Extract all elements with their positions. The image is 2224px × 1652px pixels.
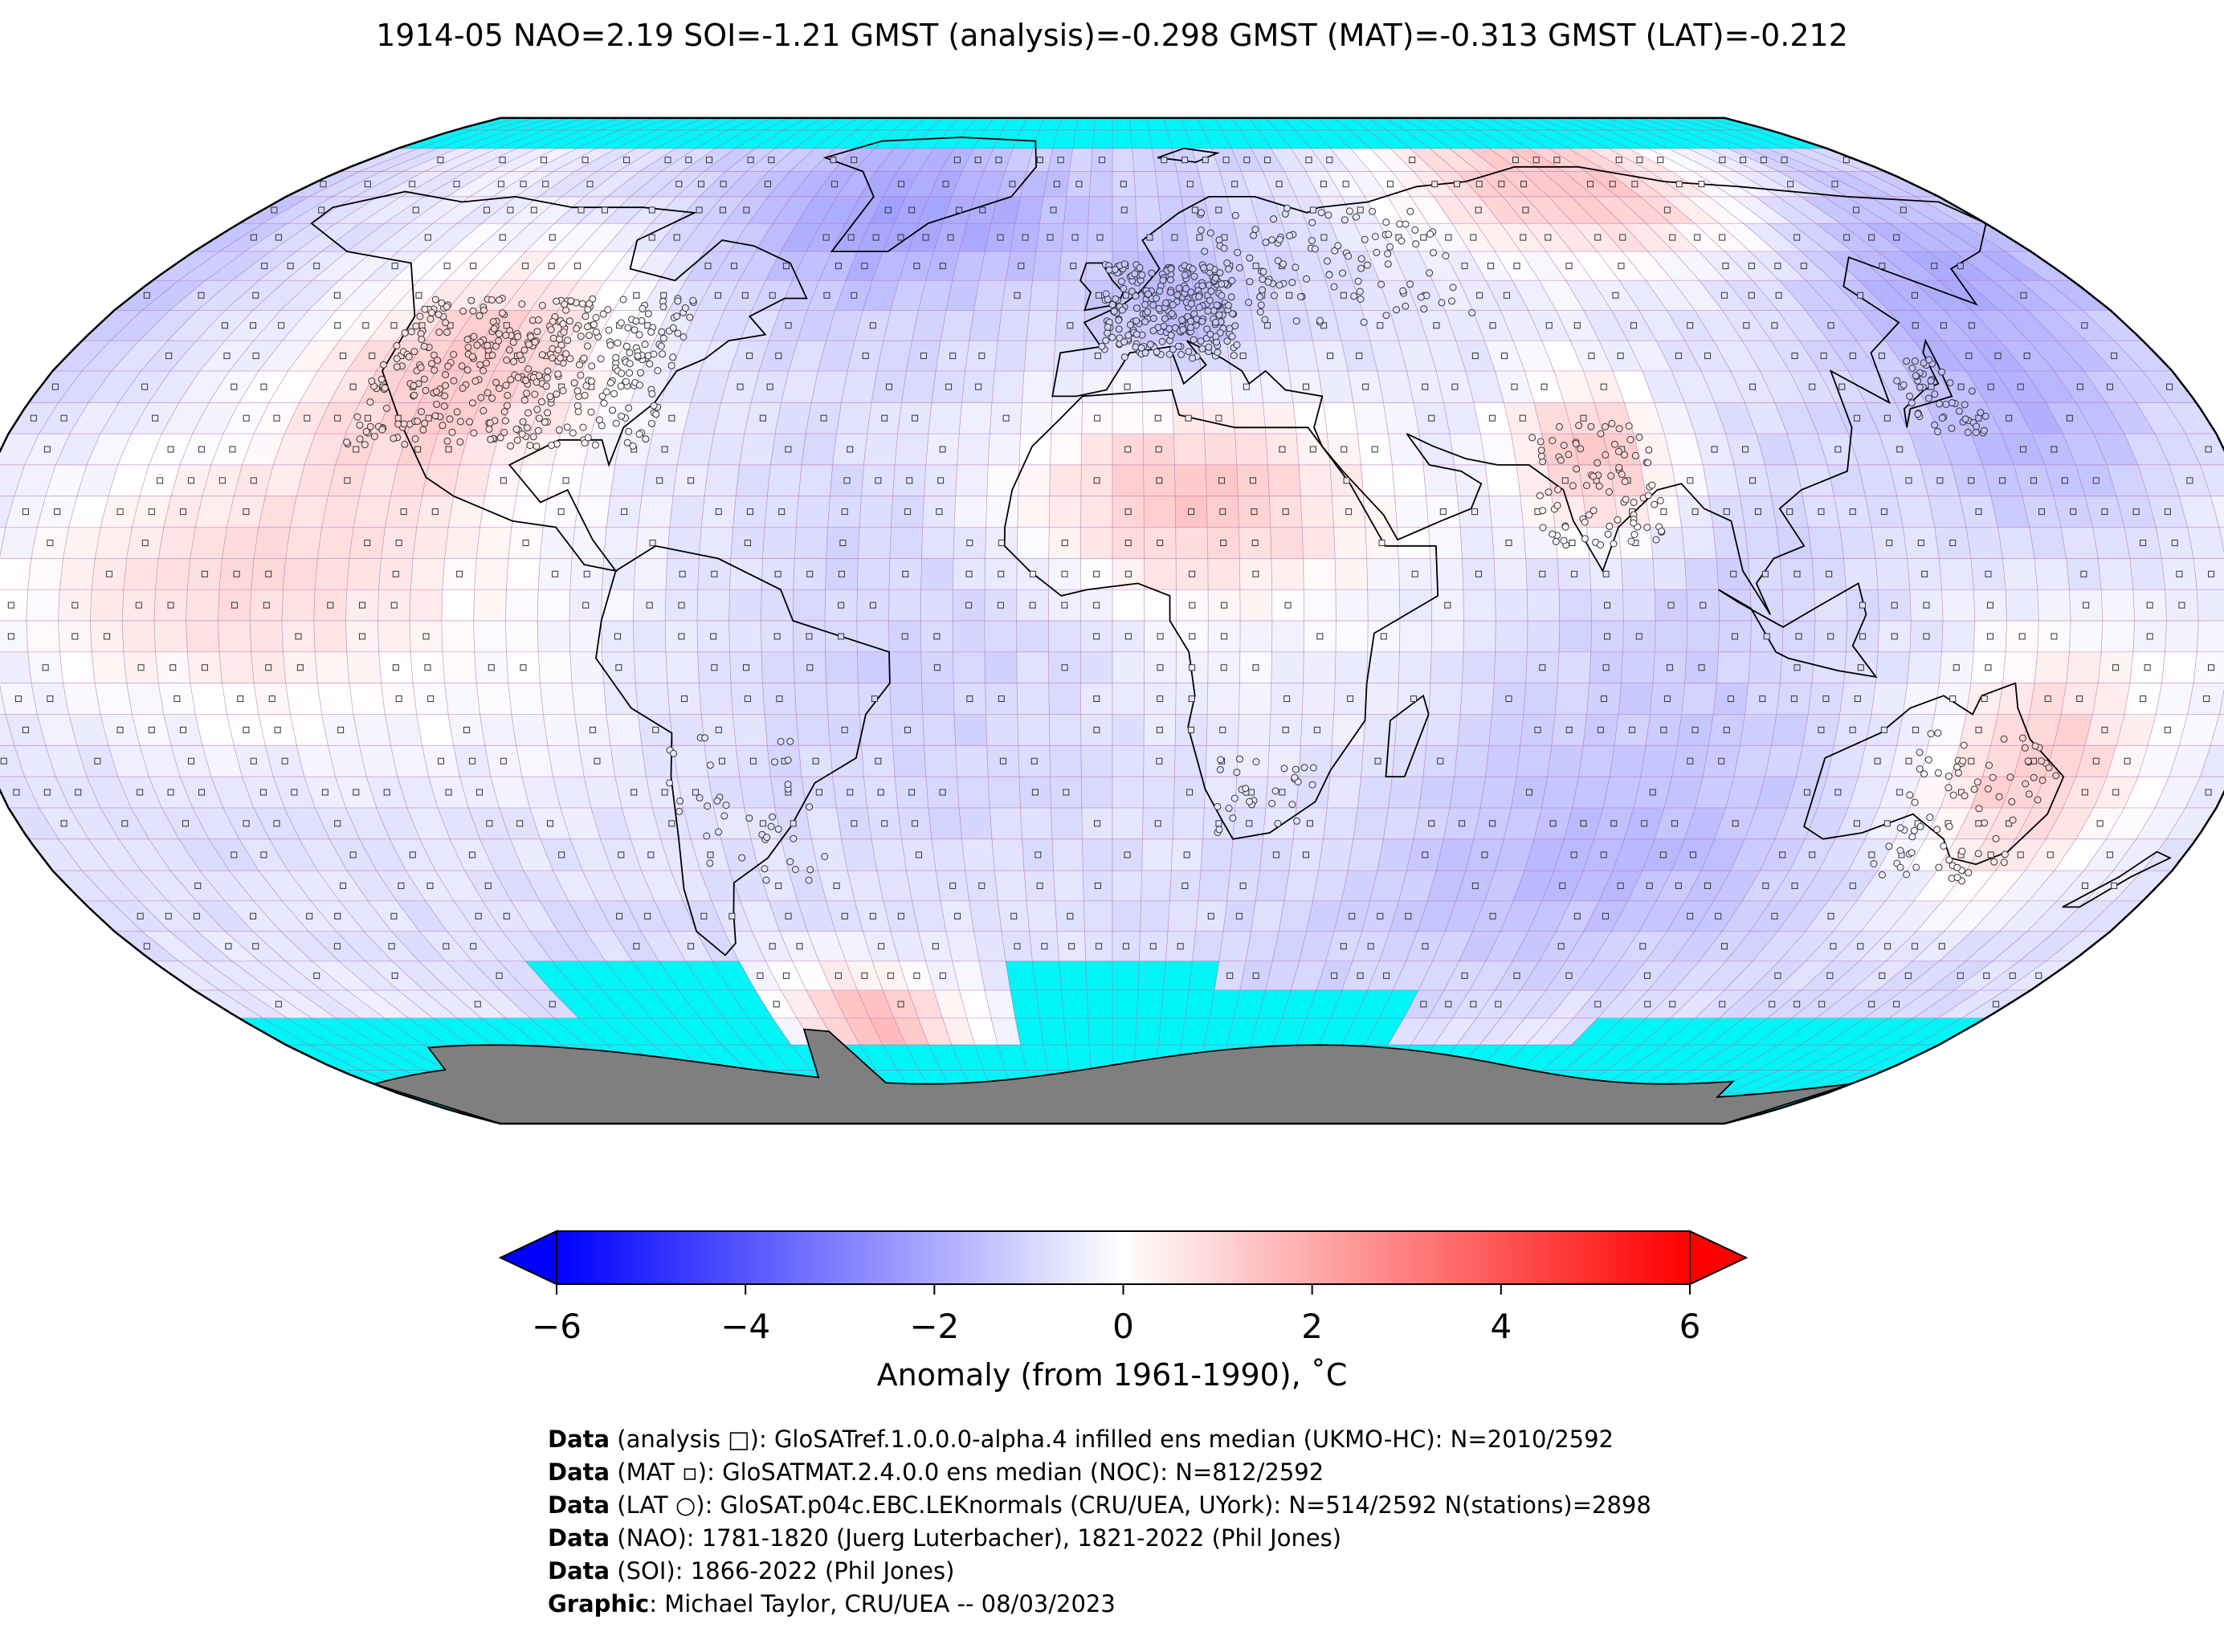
credit-line-analysis: Data (analysis □): GloSATref.1.0.0.0-alp… (548, 1426, 1614, 1453)
credit-line-soi: Data (SOI): 1866-2022 (Phil Jones) (548, 1557, 955, 1585)
colorbar-tick-label: 4 (1490, 1307, 1512, 1346)
colorbar-tick-label: −4 (720, 1307, 770, 1346)
colorbar-low-extend (498, 1230, 557, 1286)
colorbar-high-extend (1689, 1230, 1749, 1286)
colorbar-tick-label: 6 (1679, 1307, 1701, 1346)
colorbar-tick-label: −2 (909, 1307, 959, 1346)
colorbar-label: Anomaly (from 1961-1990), ˚C (876, 1357, 1348, 1393)
credit-line-nao: Data (NAO): 1781-1820 (Juerg Luterbacher… (548, 1524, 1342, 1552)
credit-line-mat: Data (MAT ▫): GloSATMAT.2.4.0.0 ens medi… (548, 1458, 1324, 1486)
page-title: 1914-05 NAO=2.19 SOI=-1.21 GMST (analysi… (376, 18, 1848, 53)
colorbar-tick-label: −6 (532, 1307, 582, 1346)
colorbar-ticks: −6 −4 −2 0 2 4 6 (532, 1284, 1700, 1346)
colorbar-tick-label: 2 (1301, 1307, 1323, 1346)
colorbar: −6 −4 −2 0 2 4 6 (498, 1230, 1749, 1346)
colorbar-tick-label: 0 (1112, 1307, 1134, 1346)
credits-block: Data (analysis □): GloSATref.1.0.0.0-alp… (548, 1423, 1651, 1621)
colorbar-gradient (556, 1230, 1691, 1285)
credit-line-graphic: Graphic: Michael Taylor, CRU/UEA -- 08/0… (548, 1590, 1116, 1617)
world-map (0, 116, 2224, 1125)
credit-line-lat: Data (LAT ○): GloSAT.p04c.EBC.LEKnormals… (548, 1491, 1651, 1519)
